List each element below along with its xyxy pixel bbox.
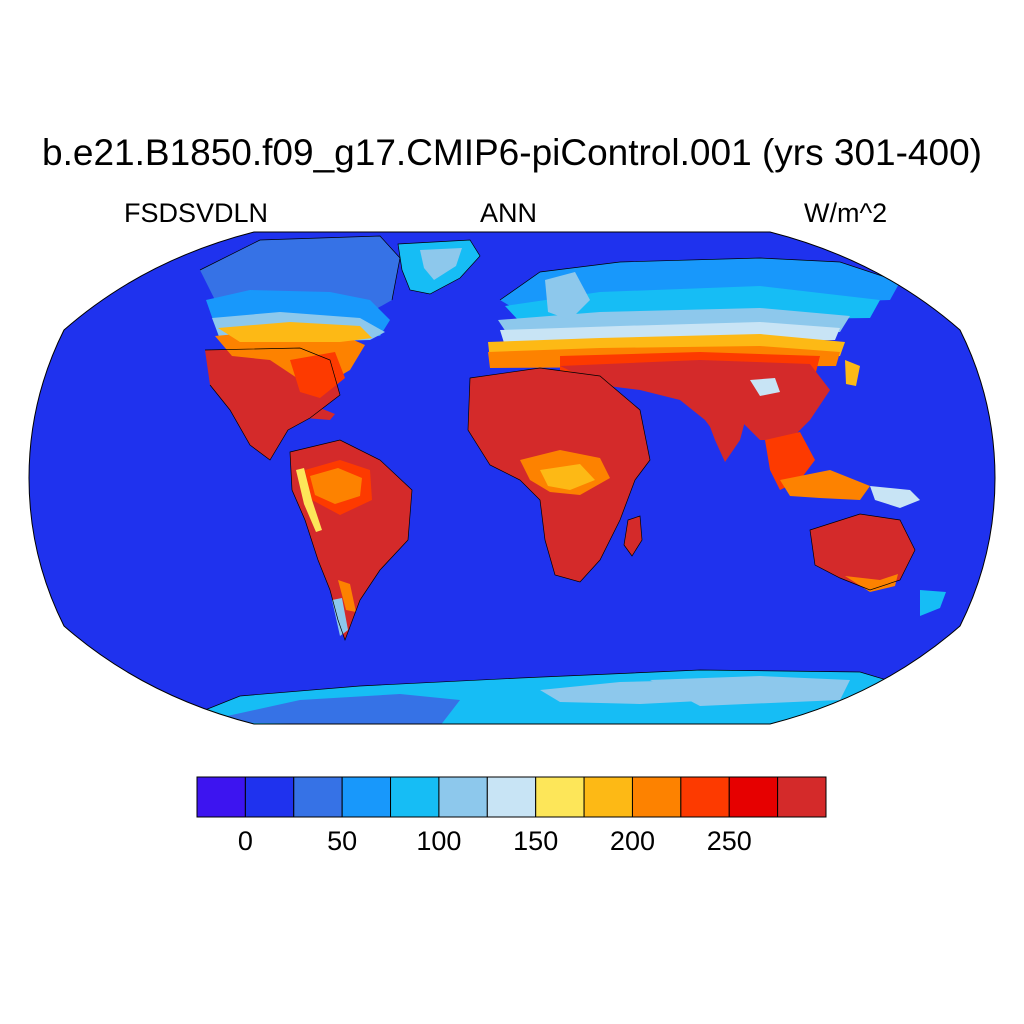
colorbar-swatch: [438, 776, 488, 818]
antarctica-interior-east: [650, 676, 850, 706]
colorbar-tick-label: 250: [706, 826, 752, 856]
patagonia-light: [332, 598, 348, 636]
scandinavia: [545, 272, 590, 320]
colorbar-swatch: [631, 776, 682, 818]
new-zealand: [920, 590, 946, 616]
colorbar-swatch: [293, 776, 343, 818]
colorbar-tick-label: 100: [416, 826, 462, 856]
antarctica-steel: [200, 694, 460, 724]
season-label: ANN: [480, 198, 538, 228]
coastlines: [179, 235, 921, 721]
sahel-yellow: [540, 464, 595, 490]
caribbean-islands: [300, 408, 335, 420]
australia-south-orange: [845, 574, 898, 592]
australia: [810, 514, 915, 590]
india: [700, 400, 750, 462]
colorbar-swatch: [196, 776, 246, 818]
japan: [845, 360, 860, 386]
colorbar-tick-label: 50: [327, 826, 358, 856]
units-label: W/m^2: [804, 198, 888, 228]
variable-label: FSDSVDLN: [124, 198, 269, 228]
colorbar-swatch: [486, 776, 537, 818]
new-guinea-light: [870, 486, 920, 508]
colorbar-swatch: [244, 776, 295, 818]
greenland-interior: [420, 248, 462, 280]
globe-outline: [28, 231, 996, 725]
colorbar-swatch: [535, 776, 585, 818]
colorbar-swatch: [680, 776, 730, 818]
plot-title: b.e21.B1850.f09_g17.CMIP6-piControl.001 …: [42, 132, 982, 173]
indonesia-orange: [780, 470, 870, 500]
colorbar-tick-label: 150: [513, 826, 559, 856]
colorbar-swatch: [390, 776, 440, 818]
tibet-light: [750, 378, 780, 396]
madagascar: [624, 516, 642, 556]
colorbar-swatch: [583, 776, 633, 818]
colorbar-swatch: [777, 776, 827, 818]
colorbar-tick-label: 0: [237, 826, 253, 856]
colorbar-swatch: [341, 776, 392, 818]
colorbar-swatch: [728, 776, 779, 818]
north-america-yellow-band: [218, 322, 372, 342]
colorbar-tick-label: 200: [609, 826, 655, 856]
patagonia-orange: [338, 580, 356, 612]
amazon-orange-band: [310, 468, 362, 504]
andes-yellow-strip: [296, 468, 322, 532]
